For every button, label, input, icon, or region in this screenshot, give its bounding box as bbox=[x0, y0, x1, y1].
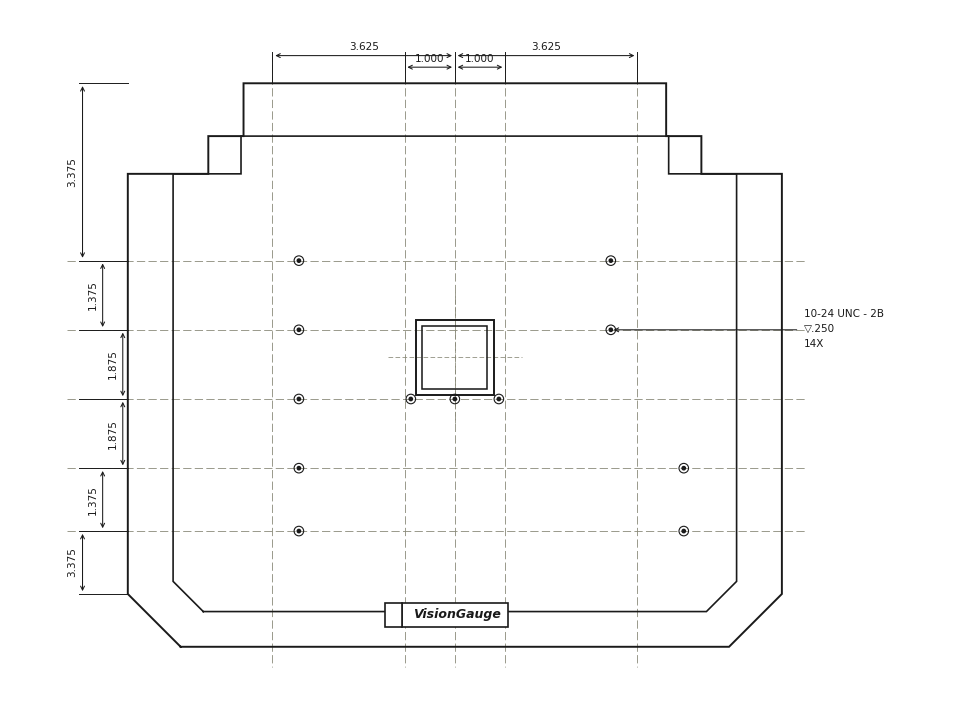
Text: 1.000: 1.000 bbox=[415, 54, 444, 64]
Bar bbox=[385, 603, 402, 626]
Text: 3.625: 3.625 bbox=[531, 42, 561, 52]
Circle shape bbox=[610, 328, 612, 331]
Circle shape bbox=[298, 467, 300, 470]
Circle shape bbox=[683, 529, 685, 533]
Circle shape bbox=[453, 397, 457, 400]
Text: 1.375: 1.375 bbox=[87, 280, 98, 310]
Text: 3.375: 3.375 bbox=[67, 157, 78, 187]
Circle shape bbox=[683, 467, 685, 470]
Text: 1.875: 1.875 bbox=[108, 349, 118, 379]
Circle shape bbox=[298, 529, 300, 533]
Circle shape bbox=[298, 397, 300, 400]
Text: 3.375: 3.375 bbox=[67, 548, 78, 577]
Circle shape bbox=[610, 259, 612, 262]
Circle shape bbox=[409, 397, 413, 400]
Text: 10-24 UNC - 2B: 10-24 UNC - 2B bbox=[804, 309, 883, 319]
Text: 1.375: 1.375 bbox=[87, 485, 98, 515]
Bar bbox=[402, 603, 508, 626]
Text: 3.625: 3.625 bbox=[348, 42, 378, 52]
Text: 1.000: 1.000 bbox=[466, 54, 494, 64]
Circle shape bbox=[497, 397, 500, 400]
Circle shape bbox=[298, 328, 300, 331]
Text: ▽.250: ▽.250 bbox=[804, 324, 834, 334]
Circle shape bbox=[298, 259, 300, 262]
Bar bbox=[416, 320, 493, 395]
Text: 14X: 14X bbox=[804, 339, 824, 349]
Text: 1.875: 1.875 bbox=[108, 418, 118, 449]
Bar bbox=[422, 326, 488, 389]
Text: VisionGauge: VisionGauge bbox=[414, 608, 501, 621]
